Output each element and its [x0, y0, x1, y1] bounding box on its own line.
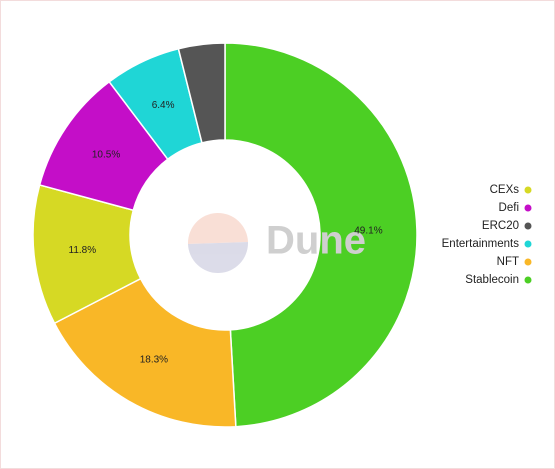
legend-swatch [524, 276, 532, 284]
watermark: Dune [266, 219, 366, 263]
legend-label: CEXs [490, 184, 520, 196]
legend-swatch [524, 186, 532, 194]
legend-label: Entertainments [442, 238, 520, 250]
legend-label: Stablecoin [465, 274, 519, 286]
legend-label: Defi [499, 202, 519, 214]
watermark-logo [187, 212, 249, 274]
value-label: 18.3% [140, 354, 168, 365]
value-label: 11.8% [69, 245, 97, 256]
legend-swatch [524, 222, 532, 230]
slice [177, 42, 226, 144]
legend-swatch [524, 204, 532, 212]
slice [53, 277, 237, 428]
legend-swatch [524, 240, 532, 248]
legend-swatch [524, 258, 532, 266]
value-label: 10.5% [92, 149, 120, 160]
value-label: 6.4% [152, 100, 175, 111]
slice [224, 42, 418, 428]
legend-label: ERC20 [482, 220, 519, 232]
legend-label: NFT [497, 256, 519, 268]
value-label: 49.1% [354, 226, 382, 237]
